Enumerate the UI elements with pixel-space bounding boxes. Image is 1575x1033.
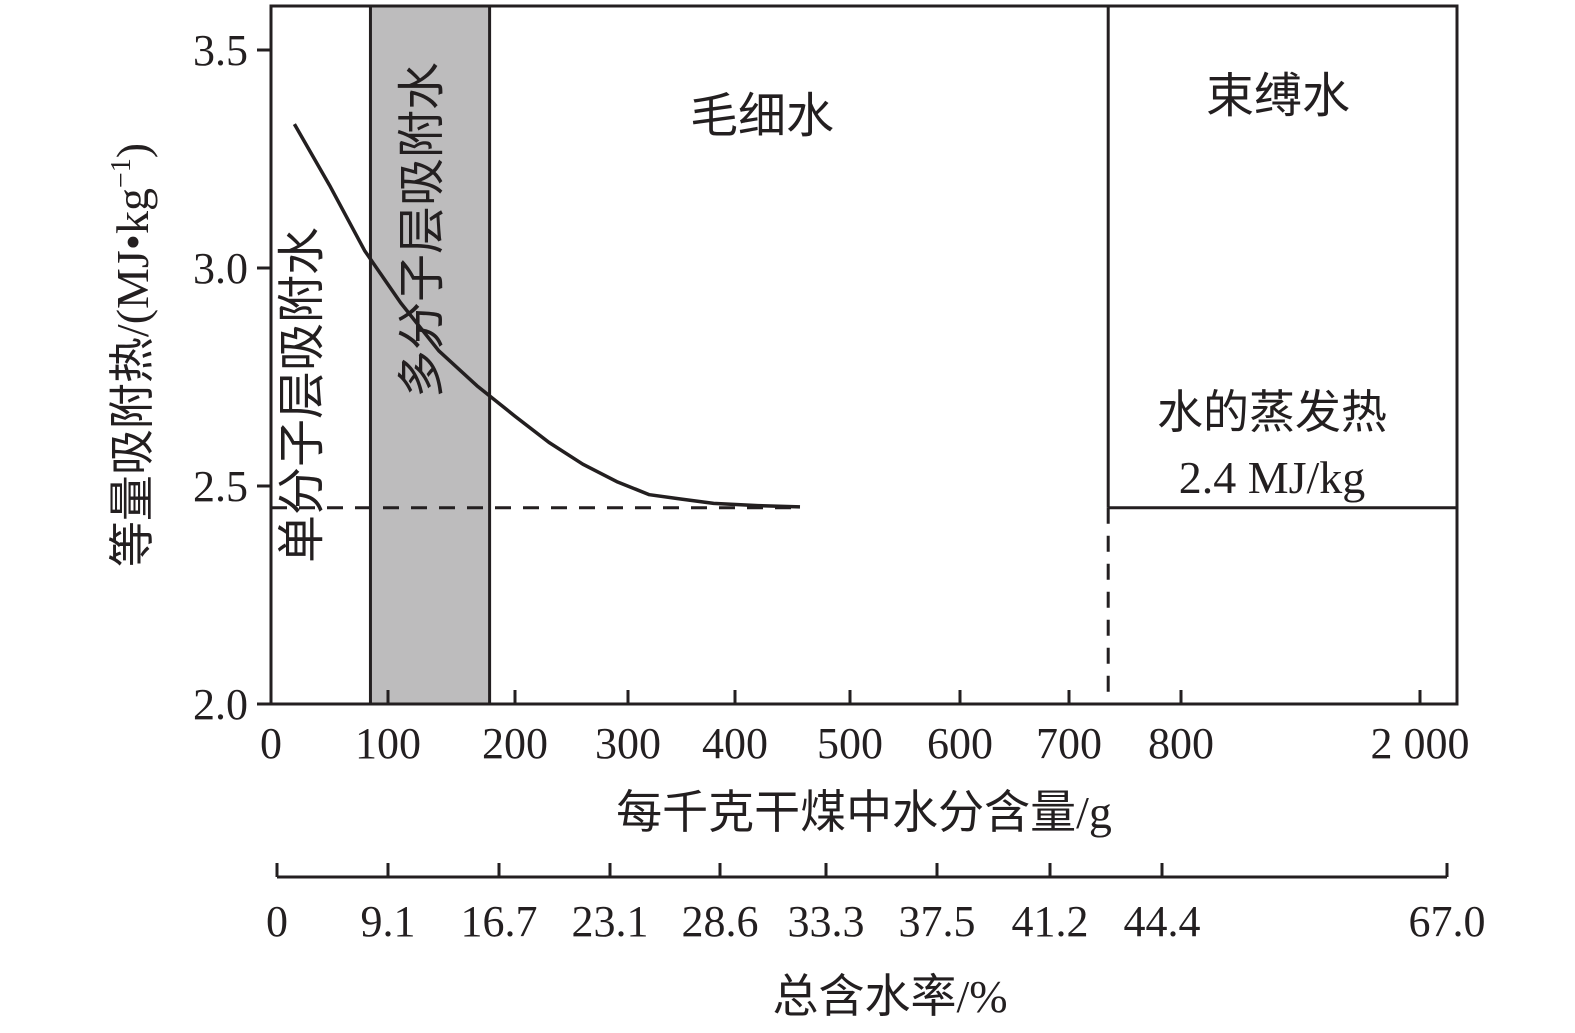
- x2-tick-label: 33.3: [788, 897, 865, 946]
- x-axis: 0 100 200 300 400 500 600 700 800 2 000: [260, 690, 1470, 768]
- x2-tick-label: 41.2: [1012, 897, 1089, 946]
- shaded-bands: [370, 6, 490, 704]
- y-axis-title: 等量吸附热/(MJ•kg−1): [106, 143, 158, 567]
- x2-axis-title: 总含水率/%: [772, 971, 1007, 1022]
- plot-frame: [269, 4, 1459, 706]
- region-label-multilayer: 多分子层吸附水: [396, 62, 449, 398]
- x-tick-label: 600: [927, 719, 993, 768]
- x2-tick-label: 44.4: [1124, 897, 1201, 946]
- shaded-band-multilayer: [370, 6, 490, 704]
- x-tick-label: 2 000: [1371, 719, 1470, 768]
- x-tick-label: 300: [595, 719, 661, 768]
- region-label-monolayer: 单分子层吸附水: [276, 227, 329, 563]
- x-tick-label: 0: [260, 719, 282, 768]
- x-tick-label: 700: [1036, 719, 1102, 768]
- y-axis-title-close: ): [107, 143, 158, 158]
- x2-tick-label: 37.5: [899, 897, 976, 946]
- region-label-bound: 束缚水: [1206, 70, 1350, 123]
- y-tick-label: 3.0: [193, 244, 248, 293]
- secondary-x-axis: 0 9.1 16.7 23.1 28.6 33.3 37.5 41.2 44.4 67.0: [266, 863, 1486, 946]
- x-tick-label: 200: [482, 719, 548, 768]
- y-tick-label: 2.0: [193, 680, 248, 729]
- y-axis-title-main: 等量吸附热/(MJ•kg: [107, 188, 158, 567]
- x2-tick-label: 9.1: [361, 897, 416, 946]
- x-tick-label: 800: [1148, 719, 1214, 768]
- y-axis-title-sup: −1: [106, 158, 137, 188]
- annotation-evaporation-heat: 水的蒸发热: [1157, 387, 1387, 438]
- x2-tick-label: 16.7: [461, 897, 538, 946]
- x2-tick-label: 0: [266, 897, 288, 946]
- x-tick-label: 100: [355, 719, 421, 768]
- x2-tick-label: 23.1: [572, 897, 649, 946]
- region-label-capillary: 毛细水: [690, 90, 834, 143]
- series-line-0: [292, 123, 801, 509]
- x2-tick-label: 28.6: [682, 897, 759, 946]
- y-axis: 2.0 2.5 3.0 3.5: [193, 26, 271, 729]
- annotation-evaporation-value: 2.4 MJ/kg: [1179, 452, 1366, 503]
- x-tick-label: 500: [817, 719, 883, 768]
- x2-tick-label: 67.0: [1409, 897, 1486, 946]
- x-axis-title: 每千克干煤中水分含量/g: [616, 787, 1112, 838]
- x-tick-label: 400: [702, 719, 768, 768]
- reference-lines: [271, 6, 1457, 704]
- series-group: [292, 123, 801, 509]
- y-tick-label: 3.5: [193, 26, 248, 75]
- y-tick-label: 2.5: [193, 462, 248, 511]
